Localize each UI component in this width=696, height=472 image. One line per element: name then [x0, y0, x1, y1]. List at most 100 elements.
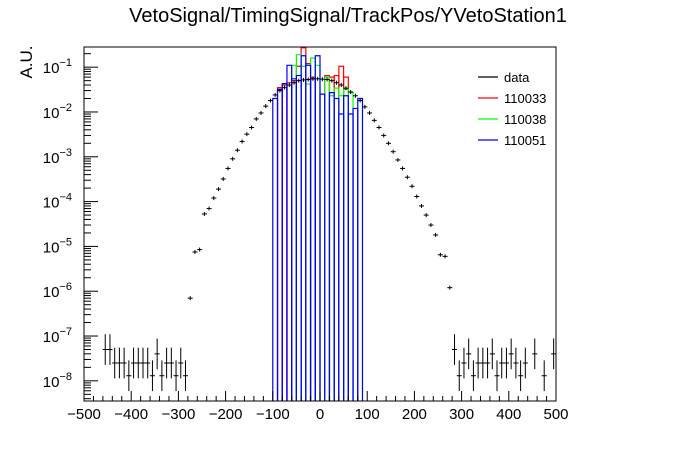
data-point-62 — [395, 157, 401, 162]
data-point-89 — [522, 347, 528, 379]
legend-label: data — [504, 70, 530, 85]
data-point-17 — [182, 360, 188, 392]
data-point-53 — [352, 93, 358, 98]
x-tick-label: −500 — [67, 406, 101, 423]
x-tick-label: 400 — [496, 406, 521, 423]
data-point-16 — [178, 347, 184, 379]
data-point-46 — [319, 77, 325, 82]
data-point-55 — [362, 104, 368, 109]
series-data — [102, 76, 557, 392]
legend-label: 110051 — [504, 133, 546, 148]
data-point-87 — [513, 347, 519, 379]
data-point-13 — [164, 347, 170, 379]
data-point-20 — [197, 247, 203, 252]
data-point-41 — [296, 78, 302, 83]
data-point-68 — [423, 213, 429, 218]
axes: −500 −400 −300 −200 −100 0 100 200 300 400 50010−8… — [43, 53, 569, 423]
data-point-69 — [428, 223, 434, 228]
x-tick-label: 200 — [402, 406, 427, 423]
data-point-36 — [272, 92, 278, 97]
data-point-11 — [154, 338, 160, 370]
data-point-0 — [102, 334, 108, 365]
data-point-54 — [357, 98, 363, 103]
x-tick-label: 500 — [543, 406, 568, 423]
data-point-82 — [489, 338, 495, 370]
data-point-86 — [508, 338, 514, 370]
y-axis-label: A.U. — [17, 45, 36, 78]
data-point-83 — [494, 360, 500, 392]
legend-entry-data: data — [478, 70, 530, 85]
data-point-7 — [135, 347, 141, 379]
data-point-73 — [447, 285, 453, 290]
legend-label: 110033 — [504, 91, 546, 106]
data-point-22 — [206, 206, 212, 211]
data-point-90 — [532, 338, 538, 370]
data-point-74 — [452, 334, 458, 365]
data-point-47 — [324, 77, 330, 82]
bin-110051-10 — [319, 93, 326, 401]
data-point-34 — [263, 104, 269, 109]
data-point-19 — [192, 250, 198, 255]
x-tick-label: 100 — [355, 406, 380, 423]
data-point-38 — [282, 85, 288, 90]
data-point-45 — [315, 76, 321, 81]
legend: data 110033 110038 110051 — [478, 70, 546, 148]
data-point-80 — [480, 347, 486, 379]
data-point-23 — [211, 196, 217, 201]
data-point-63 — [400, 166, 406, 171]
legend-entry-110051: 110051 — [478, 133, 546, 148]
data-point-37 — [277, 88, 283, 93]
data-point-18 — [187, 296, 193, 301]
data-point-43 — [305, 77, 311, 82]
data-point-39 — [286, 82, 292, 87]
data-point-26 — [225, 166, 231, 171]
data-point-25 — [220, 176, 226, 181]
data-point-78 — [470, 360, 476, 392]
data-point-48 — [329, 78, 335, 83]
x-tick-label: −400 — [114, 406, 148, 423]
data-point-3 — [116, 347, 122, 379]
data-point-40 — [291, 80, 297, 85]
data-point-49 — [334, 80, 340, 85]
data-point-2 — [112, 347, 118, 379]
data-point-28 — [234, 148, 240, 153]
data-point-72 — [442, 254, 448, 259]
data-point-8 — [140, 347, 146, 379]
data-point-29 — [239, 139, 245, 144]
data-point-14 — [168, 347, 174, 379]
data-point-65 — [409, 184, 415, 189]
data-point-85 — [503, 347, 509, 379]
data-point-27 — [230, 156, 236, 161]
data-point-31 — [249, 125, 255, 130]
series-110051 — [272, 55, 364, 401]
data-point-32 — [253, 116, 259, 121]
data-point-5 — [126, 360, 132, 392]
data-point-75 — [456, 360, 462, 392]
data-point-56 — [367, 110, 373, 115]
data-point-84 — [499, 347, 505, 379]
data-point-44 — [310, 76, 316, 81]
data-point-76 — [461, 347, 467, 379]
data-point-10 — [149, 360, 155, 392]
x-tick-label: −300 — [162, 406, 196, 423]
legend-entry-110033: 110033 — [478, 91, 546, 106]
data-point-42 — [300, 77, 306, 82]
data-point-64 — [404, 175, 410, 180]
data-point-79 — [475, 347, 481, 379]
x-tick-label: −100 — [256, 406, 290, 423]
data-point-15 — [173, 360, 179, 392]
bin-110051-17 — [357, 97, 364, 401]
data-point-33 — [258, 110, 264, 115]
data-point-81 — [485, 347, 491, 379]
data-point-92 — [551, 338, 557, 370]
data-point-30 — [244, 132, 250, 137]
data-point-66 — [414, 194, 420, 199]
data-point-51 — [343, 86, 349, 91]
plot-content — [102, 47, 557, 401]
data-point-24 — [216, 187, 222, 192]
data-point-1 — [107, 334, 113, 365]
data-point-88 — [518, 360, 524, 392]
data-point-60 — [385, 141, 391, 146]
data-point-70 — [433, 232, 439, 237]
